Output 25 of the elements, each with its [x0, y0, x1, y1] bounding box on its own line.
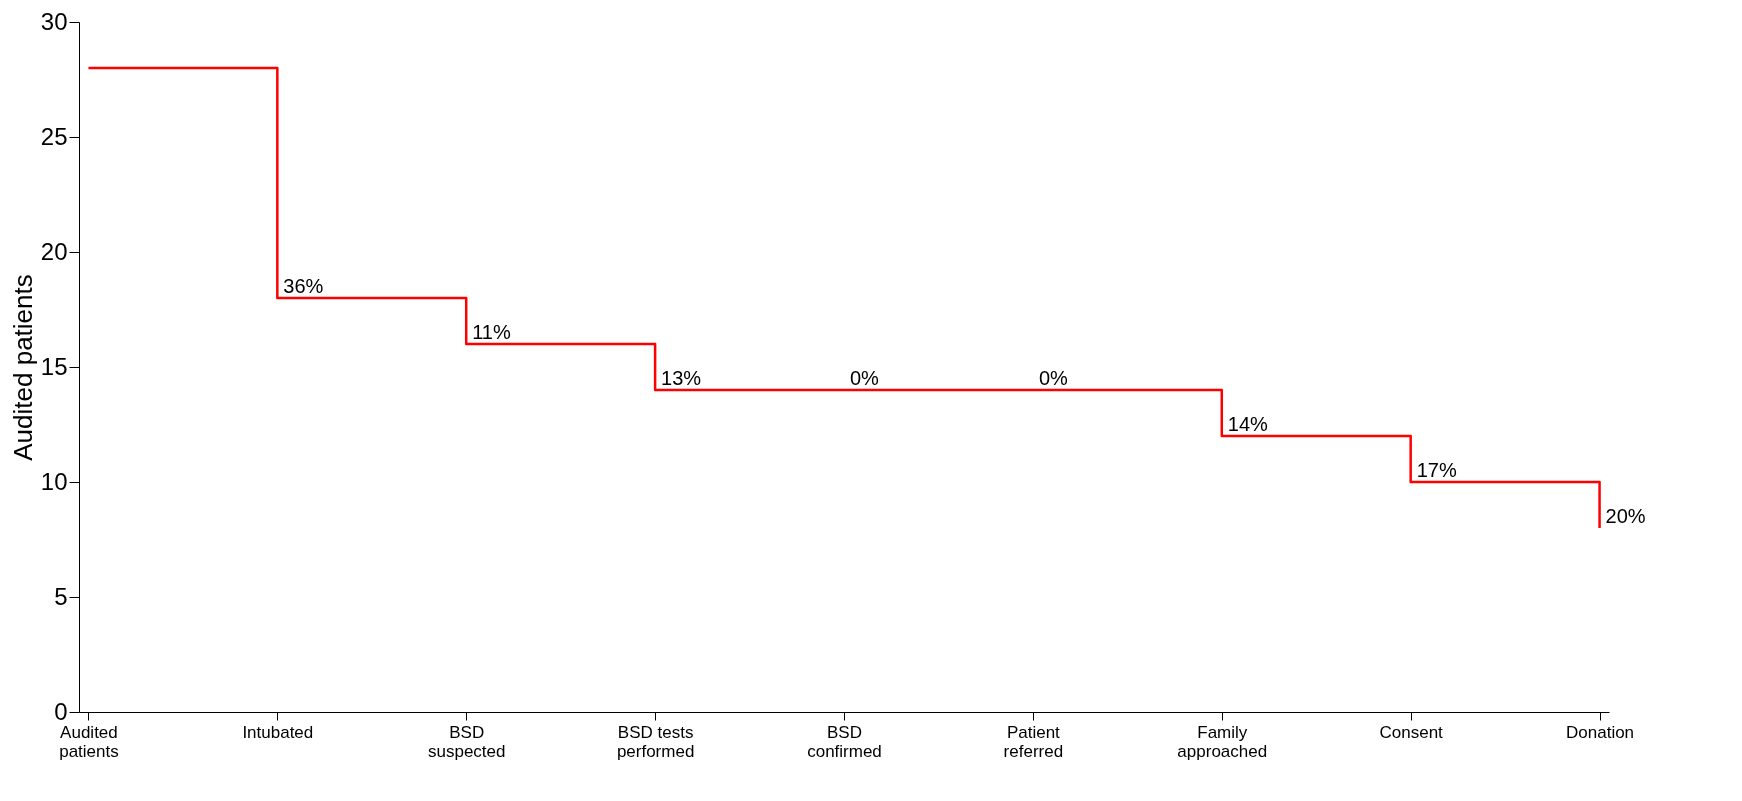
y-tick-label: 10 [40, 467, 68, 495]
x-tick-label: BSD suspected [427, 722, 506, 761]
y-axis-title: Audited patients [7, 274, 38, 461]
y-tick-label: 0 [54, 697, 68, 725]
x-tick-label: Intubated [242, 722, 314, 742]
y-tick-label: 30 [40, 7, 68, 35]
y-tick-label: 15 [40, 352, 68, 380]
x-tick-label: Family approached [1177, 722, 1268, 761]
x-tick-label: Patient referred [1003, 722, 1064, 761]
annotation: 13% [661, 367, 702, 389]
x-tick-label: Donation [1566, 722, 1635, 742]
annotation: 0% [1038, 367, 1069, 389]
annotation: 36% [283, 275, 324, 297]
x-tick-label: Audited patients [59, 722, 119, 761]
annotation: 14% [1227, 413, 1269, 435]
y-tick-label: 25 [40, 122, 68, 150]
x-tick-label: BSD tests performed [616, 722, 695, 761]
x-tick-label: Consent [1379, 722, 1444, 742]
y-tick-label: 20 [40, 237, 68, 265]
x-tick-label: BSD confirmed [807, 722, 882, 761]
annotation: 11% [472, 321, 511, 343]
annotation: 20% [1605, 505, 1646, 527]
y-tick-label: 5 [54, 582, 68, 610]
annotation: 17% [1416, 459, 1457, 481]
annotation: 0% [850, 367, 880, 389]
